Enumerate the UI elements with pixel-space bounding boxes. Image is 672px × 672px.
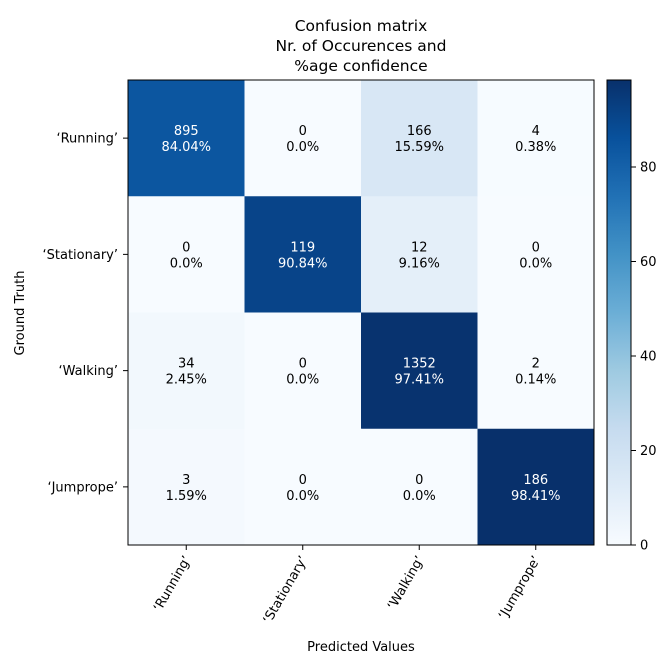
y-tick-label: ‘Stationary’ xyxy=(43,248,119,263)
x-tick-label: ‘Jumprope’ xyxy=(496,554,544,623)
plot-frame xyxy=(127,79,595,546)
heatmap-cell xyxy=(128,428,245,546)
heatmap-cell xyxy=(361,312,478,430)
heatmap-cell xyxy=(477,428,595,546)
heatmap-cell xyxy=(244,196,362,313)
colorbar xyxy=(606,79,632,546)
cell-count-label: 1352 xyxy=(403,357,436,372)
cell-percent-label: 0.0% xyxy=(286,140,319,155)
cell-percent-label: 0.0% xyxy=(286,373,319,388)
colorbar-tick-label: 40 xyxy=(640,349,657,364)
heatmap-cell xyxy=(361,428,478,546)
cell-percent-label: 84.04% xyxy=(161,140,211,155)
cell-count-label: 0 xyxy=(299,357,307,372)
cell-percent-label: 0.0% xyxy=(403,489,436,504)
y-tick-label: ‘Running’ xyxy=(56,132,118,147)
x-axis-label: Predicted Values xyxy=(307,640,415,655)
y-axis-ticks: ‘Running’ ‘Stationary’ ‘Walking’ ‘Jumprope’ xyxy=(43,132,128,495)
cell-count-label: 4 xyxy=(532,124,540,139)
heatmap-cell xyxy=(244,428,362,546)
heatmap-cell xyxy=(477,196,595,313)
heatmap-cell-labels: 89584.04%00.0%16615.59%40.38%00.0%11990.… xyxy=(161,124,560,504)
heatmap-cell xyxy=(128,80,245,197)
chart-title: Confusion matrix Nr. of Occurences and %ag… xyxy=(276,17,447,75)
heatmap-cell xyxy=(128,196,245,313)
cell-percent-label: 2.45% xyxy=(166,373,207,388)
heatmap-cell xyxy=(128,312,245,430)
x-tick-label: ‘Walking’ xyxy=(385,554,428,613)
cell-count-label: 166 xyxy=(407,124,432,139)
cell-percent-label: 90.84% xyxy=(278,256,328,271)
cell-count-label: 186 xyxy=(523,473,548,488)
cell-percent-label: 98.41% xyxy=(511,489,561,504)
cell-percent-label: 1.59% xyxy=(166,489,207,504)
cell-count-label: 0 xyxy=(299,473,307,488)
cell-count-label: 2 xyxy=(532,357,540,372)
cell-count-label: 34 xyxy=(178,357,195,372)
cell-percent-label: 0.0% xyxy=(286,489,319,504)
colorbar-tick-label: 20 xyxy=(640,444,657,459)
heatmap-cell xyxy=(361,80,478,197)
cell-percent-label: 97.41% xyxy=(394,373,444,388)
cell-count-label: 895 xyxy=(174,124,199,139)
x-axis-ticks: ‘Running’ ‘Stationary’ ‘Walking’ ‘Jumprope’ xyxy=(151,545,544,626)
heatmap-cells xyxy=(128,80,595,546)
cell-percent-label: 0.0% xyxy=(519,256,552,271)
cell-percent-label: 0.0% xyxy=(170,256,203,271)
colorbar-tick-label: 80 xyxy=(640,160,657,175)
heatmap-cell xyxy=(477,80,595,197)
heatmap-cell xyxy=(244,80,362,197)
heatmap-cell xyxy=(477,312,595,430)
heatmap-cell xyxy=(361,196,478,313)
cell-count-label: 0 xyxy=(299,124,307,139)
cell-count-label: 0 xyxy=(415,473,423,488)
colorbar-ticks: 0 20 40 60 80 xyxy=(631,160,657,554)
y-tick-label: ‘Walking’ xyxy=(59,364,119,379)
chart-title-line: Confusion matrix xyxy=(295,17,428,35)
x-tick-label: ‘Stationary’ xyxy=(260,554,311,627)
cell-percent-label: 15.59% xyxy=(394,140,444,155)
chart-title-line: %age confidence xyxy=(294,57,427,75)
chart-title-line: Nr. of Occurences and xyxy=(276,37,447,55)
cell-percent-label: 0.38% xyxy=(515,140,556,155)
cell-count-label: 3 xyxy=(182,473,190,488)
cell-percent-label: 0.14% xyxy=(515,373,556,388)
y-axis-label: Ground Truth xyxy=(13,271,28,356)
y-tick-label: ‘Jumprope’ xyxy=(47,480,118,495)
colorbar-tick-label: 60 xyxy=(640,255,657,270)
colorbar-tick-label: 0 xyxy=(640,539,648,554)
cell-percent-label: 9.16% xyxy=(399,256,440,271)
cell-count-label: 0 xyxy=(182,240,190,255)
x-tick-label: ‘Running’ xyxy=(151,554,195,615)
cell-count-label: 0 xyxy=(532,240,540,255)
heatmap-cell xyxy=(244,312,362,430)
cell-count-label: 12 xyxy=(411,240,428,255)
cell-count-label: 119 xyxy=(290,240,315,255)
